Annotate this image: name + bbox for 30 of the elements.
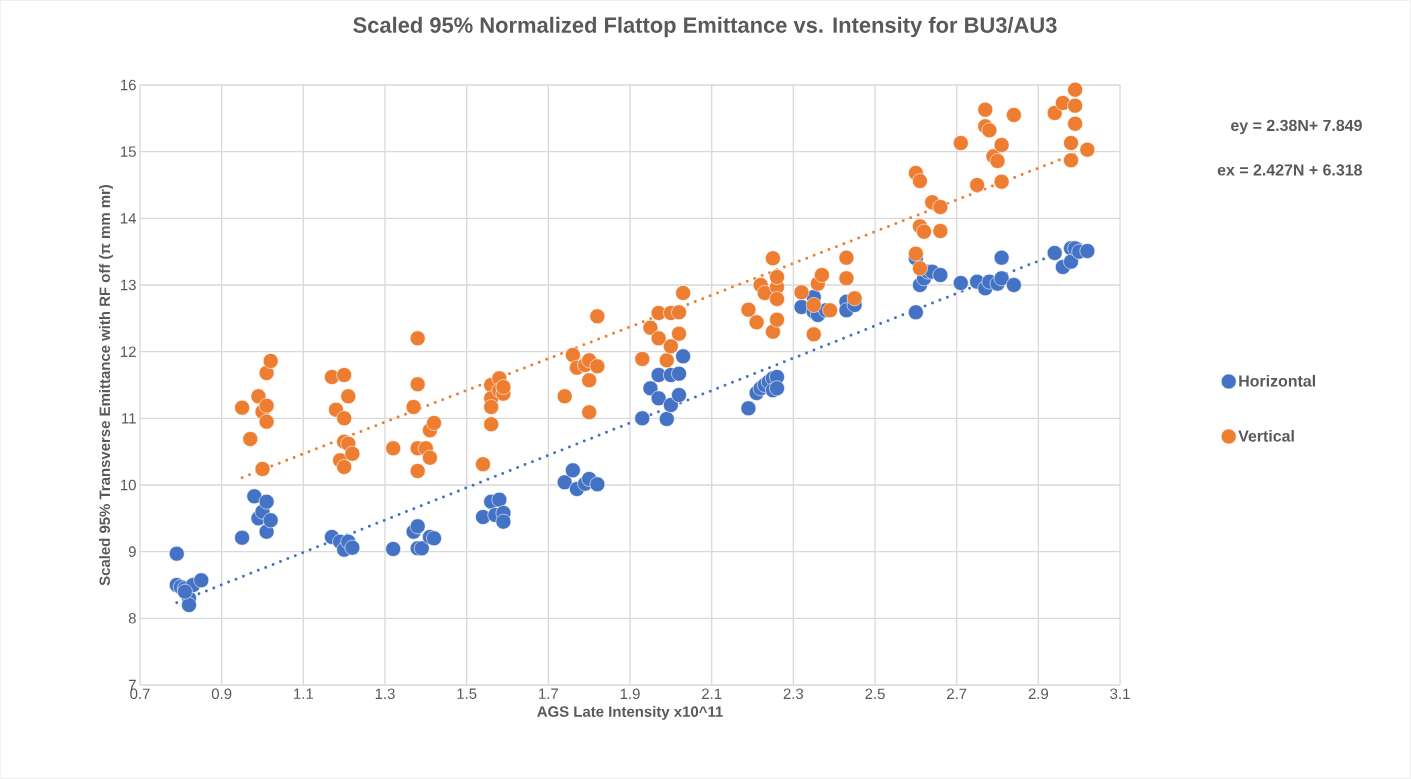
y-tick-label: 16 xyxy=(121,79,136,91)
y-tick-label: 12 xyxy=(121,346,136,357)
x-tick-label: 2.7 xyxy=(947,688,967,699)
y-tick-label: 7 xyxy=(128,679,136,691)
x-tick-label: 2.9 xyxy=(1028,688,1049,700)
y-tick-label: 13 xyxy=(121,279,136,291)
y-tick-label: 11 xyxy=(122,413,136,424)
x-tick-label: 2.3 xyxy=(783,688,804,700)
x-tick-label: 1.5 xyxy=(457,688,477,699)
x-tick-label: 1.3 xyxy=(375,688,395,700)
x-tick-label: 1.1 xyxy=(294,688,313,699)
x-axis-title: AGS Late Intensity x10^11 xyxy=(537,705,723,720)
x-tick-label: 0.7 xyxy=(130,688,150,700)
x-tick-label: 1.9 xyxy=(620,688,640,700)
x-tick-label: 0.9 xyxy=(211,688,232,700)
y-tick-label: 10 xyxy=(121,479,136,491)
chart-title: Scaled 95% Normalized Flattop Emittance vs. Intensity for BU3/AU3 xyxy=(353,16,1057,38)
text: ey = 2.38N+ 7.849 xyxy=(1231,119,1362,135)
x-tick-label: 2.1 xyxy=(702,688,722,699)
x-tick-label: 2.5 xyxy=(865,688,885,700)
y-tick-label: 14 xyxy=(121,213,137,224)
y-axis-title: Scaled 95% Transverse Emittance with RF off (π mm mr) xyxy=(99,184,114,586)
legend-label: Horizontal xyxy=(1239,374,1316,387)
y-tick-label: 15 xyxy=(121,146,136,157)
x-tick-label: 1.7 xyxy=(539,688,558,699)
y-tick-label: 8 xyxy=(128,613,136,624)
y-tick-label: 9 xyxy=(128,546,136,557)
legend-label: Vertical xyxy=(1238,429,1294,442)
x-tick-label: 3.1 xyxy=(1110,688,1130,700)
text: ex = 2.427N + 6.318 xyxy=(1217,164,1362,176)
